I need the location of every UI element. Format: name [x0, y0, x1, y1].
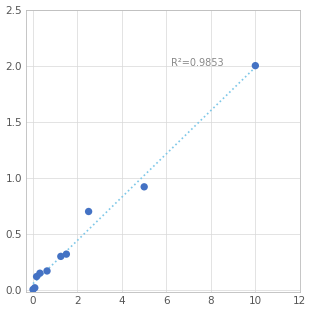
- Point: [31, 287, 36, 292]
- Text: R²=0.9853: R²=0.9853: [171, 58, 223, 68]
- Point: [32, 285, 37, 290]
- Point: [58, 254, 63, 259]
- Point: [142, 184, 147, 189]
- Point: [45, 268, 50, 273]
- Point: [86, 209, 91, 214]
- Point: [64, 252, 69, 257]
- Point: [253, 63, 258, 68]
- Point: [34, 274, 39, 279]
- Point: [37, 271, 42, 276]
